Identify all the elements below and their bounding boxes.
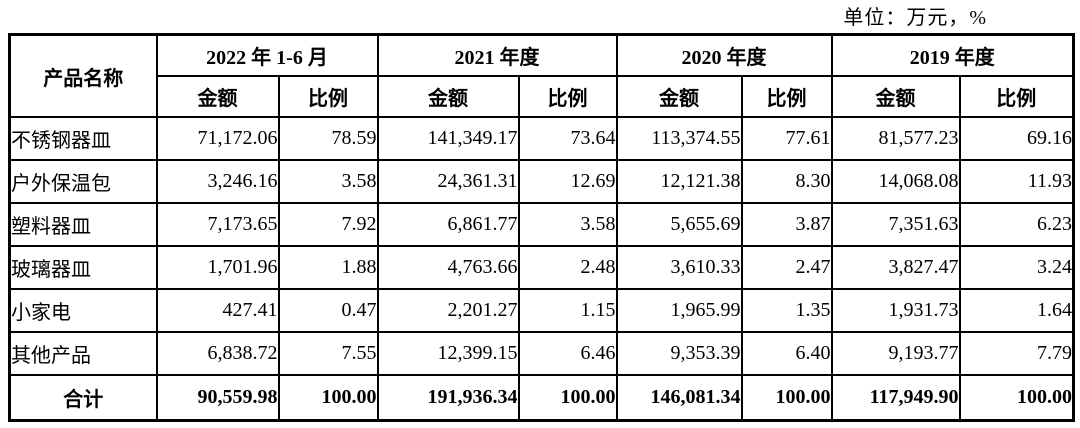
amount-cell: 81,577.23 — [830, 116, 961, 161]
table-row: 玻璃器皿 1,701.96 1.88 4,763.66 2.48 3,610.3… — [8, 245, 1075, 290]
amount-header: 金额 — [615, 75, 743, 118]
ratio-cell: 3.58 — [517, 202, 618, 247]
ratio-cell: 1.35 — [740, 288, 833, 333]
table-header: 产品名称 2022 年 1-6 月 2021 年度 2020 年度 2019 年… — [8, 33, 1075, 118]
ratio-cell: 8.30 — [740, 159, 833, 204]
amount-cell: 1,965.99 — [615, 288, 743, 333]
ratio-cell: 6.40 — [740, 331, 833, 376]
table-row: 小家电 427.41 0.47 2,201.27 1.15 1,965.99 1… — [8, 288, 1075, 333]
total-amount-cell: 191,936.34 — [376, 374, 520, 422]
ratio-header: 比例 — [517, 75, 618, 118]
total-ratio-cell: 100.00 — [517, 374, 618, 422]
amount-cell: 6,838.72 — [155, 331, 280, 376]
total-ratio-cell: 100.00 — [277, 374, 379, 422]
ratio-cell: 12.69 — [517, 159, 618, 204]
product-name-cell: 小家电 — [8, 288, 158, 333]
product-revenue-table: 产品名称 2022 年 1-6 月 2021 年度 2020 年度 2019 年… — [8, 33, 1076, 422]
amount-cell: 1,931.73 — [830, 288, 961, 333]
table-body: 不锈钢器皿 71,172.06 78.59 141,349.17 73.64 1… — [8, 116, 1075, 422]
period-header-2021: 2021 年度 — [376, 33, 618, 77]
ratio-cell: 69.16 — [958, 116, 1075, 161]
ratio-cell: 3.87 — [740, 202, 833, 247]
total-amount-cell: 146,081.34 — [615, 374, 743, 422]
amount-cell: 113,374.55 — [615, 116, 743, 161]
table-row: 不锈钢器皿 71,172.06 78.59 141,349.17 73.64 1… — [8, 116, 1075, 161]
ratio-cell: 6.46 — [517, 331, 618, 376]
amount-cell: 4,763.66 — [376, 245, 520, 290]
amount-cell: 14,068.08 — [830, 159, 961, 204]
product-name-cell: 其他产品 — [8, 331, 158, 376]
amount-cell: 24,361.31 — [376, 159, 520, 204]
period-header-row: 产品名称 2022 年 1-6 月 2021 年度 2020 年度 2019 年… — [8, 33, 1075, 118]
ratio-cell: 73.64 — [517, 116, 618, 161]
ratio-header: 比例 — [740, 75, 833, 118]
period-header-2022: 2022 年 1-6 月 — [155, 33, 379, 77]
amount-cell: 9,353.39 — [615, 331, 743, 376]
ratio-cell: 7.79 — [958, 331, 1075, 376]
amount-cell: 1,701.96 — [155, 245, 280, 290]
product-name-header: 产品名称 — [8, 33, 158, 118]
period-header-2019: 2019 年度 — [830, 33, 1075, 77]
ratio-cell: 7.92 — [277, 202, 379, 247]
total-label: 合计 — [8, 374, 158, 422]
product-name-cell: 玻璃器皿 — [8, 245, 158, 290]
amount-cell: 7,173.65 — [155, 202, 280, 247]
total-amount-cell: 90,559.98 — [155, 374, 280, 422]
period-header-2020: 2020 年度 — [615, 33, 833, 77]
amount-cell: 12,399.15 — [376, 331, 520, 376]
ratio-cell: 1.88 — [277, 245, 379, 290]
amount-cell: 3,827.47 — [830, 245, 961, 290]
ratio-cell: 3.24 — [958, 245, 1075, 290]
ratio-cell: 0.47 — [277, 288, 379, 333]
total-ratio-cell: 100.00 — [740, 374, 833, 422]
amount-header: 金额 — [376, 75, 520, 118]
amount-cell: 12,121.38 — [615, 159, 743, 204]
product-name-cell: 户外保温包 — [8, 159, 158, 204]
ratio-cell: 11.93 — [958, 159, 1075, 204]
amount-cell: 9,193.77 — [830, 331, 961, 376]
ratio-cell: 3.58 — [277, 159, 379, 204]
ratio-cell: 78.59 — [277, 116, 379, 161]
unit-label: 单位：万元，% — [843, 7, 987, 29]
ratio-cell: 1.64 — [958, 288, 1075, 333]
amount-cell: 2,201.27 — [376, 288, 520, 333]
total-ratio-cell: 100.00 — [958, 374, 1075, 422]
amount-cell: 71,172.06 — [155, 116, 280, 161]
ratio-header: 比例 — [277, 75, 379, 118]
amount-header: 金额 — [155, 75, 280, 118]
table-row: 户外保温包 3,246.16 3.58 24,361.31 12.69 12,1… — [8, 159, 1075, 204]
total-row: 合计 90,559.98 100.00 191,936.34 100.00 14… — [8, 374, 1075, 422]
amount-cell: 141,349.17 — [376, 116, 520, 161]
amount-cell: 427.41 — [155, 288, 280, 333]
ratio-cell: 1.15 — [517, 288, 618, 333]
product-name-cell: 塑料器皿 — [8, 202, 158, 247]
amount-cell: 6,861.77 — [376, 202, 520, 247]
ratio-header: 比例 — [958, 75, 1075, 118]
ratio-cell: 6.23 — [958, 202, 1075, 247]
amount-cell: 7,351.63 — [830, 202, 961, 247]
amount-cell: 3,246.16 — [155, 159, 280, 204]
table-row: 塑料器皿 7,173.65 7.92 6,861.77 3.58 5,655.6… — [8, 202, 1075, 247]
amount-cell: 5,655.69 — [615, 202, 743, 247]
amount-cell: 3,610.33 — [615, 245, 743, 290]
ratio-cell: 7.55 — [277, 331, 379, 376]
ratio-cell: 2.47 — [740, 245, 833, 290]
amount-header: 金额 — [830, 75, 961, 118]
ratio-cell: 2.48 — [517, 245, 618, 290]
total-amount-cell: 117,949.90 — [830, 374, 961, 422]
ratio-cell: 77.61 — [740, 116, 833, 161]
table-row: 其他产品 6,838.72 7.55 12,399.15 6.46 9,353.… — [8, 331, 1075, 376]
sub-header-row: 金额 比例 金额 比例 金额 比例 金额 比例 — [10, 75, 1075, 118]
product-name-cell: 不锈钢器皿 — [8, 116, 158, 161]
